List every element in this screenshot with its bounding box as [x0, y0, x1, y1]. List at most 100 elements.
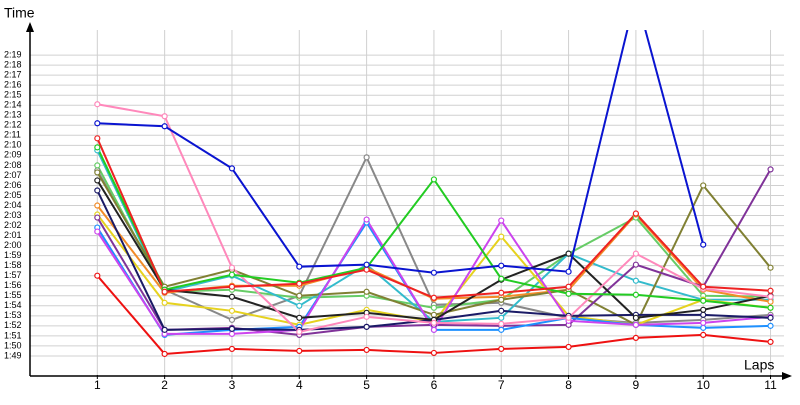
data-point [767, 314, 774, 321]
plot-area [94, 30, 774, 358]
data-point [94, 169, 101, 176]
data-point [767, 264, 774, 271]
y-tick-label: 1:53 [4, 310, 22, 320]
data-point [498, 296, 505, 303]
y-tick-label: 2:01 [4, 230, 22, 240]
y-tick-label: 2:05 [4, 190, 22, 200]
y-tick-label: 2:12 [4, 120, 22, 130]
y-tick-label: 1:56 [4, 280, 22, 290]
y-tick-label: 1:58 [4, 260, 22, 270]
data-point [228, 330, 236, 337]
x-axis-label: Laps [744, 357, 774, 373]
y-tick-label: 2:17 [4, 70, 22, 80]
data-point [228, 165, 236, 172]
data-point [296, 314, 303, 321]
data-point [700, 297, 707, 304]
data-point [94, 228, 101, 235]
y-tick-label: 1:59 [4, 250, 22, 260]
x-tick-label: 1 [94, 378, 101, 392]
data-point [430, 311, 438, 318]
data-point [161, 123, 168, 130]
x-tick-label: 9 [633, 378, 640, 392]
data-point [430, 349, 438, 357]
data-point [565, 314, 572, 321]
data-point [498, 307, 505, 314]
data-point [363, 313, 370, 320]
data-point [94, 120, 101, 127]
data-point [296, 347, 303, 355]
x-tick-label: 6 [431, 378, 438, 392]
data-point [700, 241, 707, 248]
data-point [430, 294, 438, 301]
data-point [498, 262, 505, 269]
data-point [632, 250, 639, 257]
data-point [161, 326, 168, 333]
data-point [565, 343, 572, 351]
data-point [700, 324, 707, 331]
y-tick-label: 2:00 [4, 240, 22, 250]
data-point [296, 302, 303, 309]
data-point [363, 346, 370, 354]
data-point [94, 214, 101, 221]
data-point [94, 144, 101, 151]
data-point [767, 298, 774, 305]
data-point [632, 291, 639, 298]
data-point [228, 293, 236, 300]
data-point [363, 323, 370, 330]
data-point [94, 162, 101, 169]
data-point [161, 299, 168, 306]
y-tick-label: 2:11 [4, 130, 21, 140]
data-point [430, 176, 438, 183]
data-point [498, 217, 505, 224]
data-point [161, 113, 168, 120]
data-point [363, 154, 370, 161]
data-point [430, 304, 438, 311]
data-point [498, 289, 505, 296]
y-tick-label: 2:07 [4, 170, 22, 180]
data-point [94, 135, 101, 142]
data-point [565, 250, 572, 257]
data-point [228, 316, 236, 323]
data-point [498, 326, 505, 333]
y-tick-label: 1:55 [4, 290, 22, 300]
data-point [363, 266, 370, 273]
data-point [94, 101, 101, 108]
data-point [700, 182, 707, 189]
data-point [700, 306, 707, 313]
data-point [296, 280, 303, 287]
y-tick-label: 2:14 [4, 100, 22, 110]
y-tick-label: 2:08 [4, 160, 22, 170]
x-tick-label: 11 [764, 378, 777, 392]
x-tick-label: 10 [697, 378, 711, 392]
data-point [632, 210, 639, 217]
data-point [700, 311, 707, 318]
x-tick-label: 2 [161, 378, 168, 392]
data-point [228, 264, 236, 271]
data-point [296, 263, 303, 270]
data-point [94, 177, 101, 184]
data-point [632, 314, 639, 321]
data-point [498, 345, 505, 353]
series-line [97, 30, 705, 274]
data-point [363, 216, 370, 223]
grid: 1:491:501:511:521:531:541:551:561:571:58… [4, 30, 784, 392]
x-tick-label: 3 [229, 378, 236, 392]
data-point [498, 314, 505, 321]
y-tick-label: 2:06 [4, 180, 22, 190]
x-axis-arrow [782, 372, 792, 380]
data-point [94, 272, 101, 279]
y-tick-label: 2:15 [4, 90, 22, 100]
y-tick-label: 2:10 [4, 140, 22, 150]
data-point [430, 326, 438, 333]
data-point [498, 320, 505, 327]
data-point [700, 283, 707, 290]
data-point [296, 328, 303, 335]
data-point [767, 287, 774, 294]
data-point [767, 322, 774, 329]
data-point [498, 275, 505, 282]
data-point [700, 331, 707, 338]
data-point [767, 293, 774, 300]
y-tick-label: 2:02 [4, 220, 22, 230]
y-tick-label: 2:16 [4, 80, 22, 90]
